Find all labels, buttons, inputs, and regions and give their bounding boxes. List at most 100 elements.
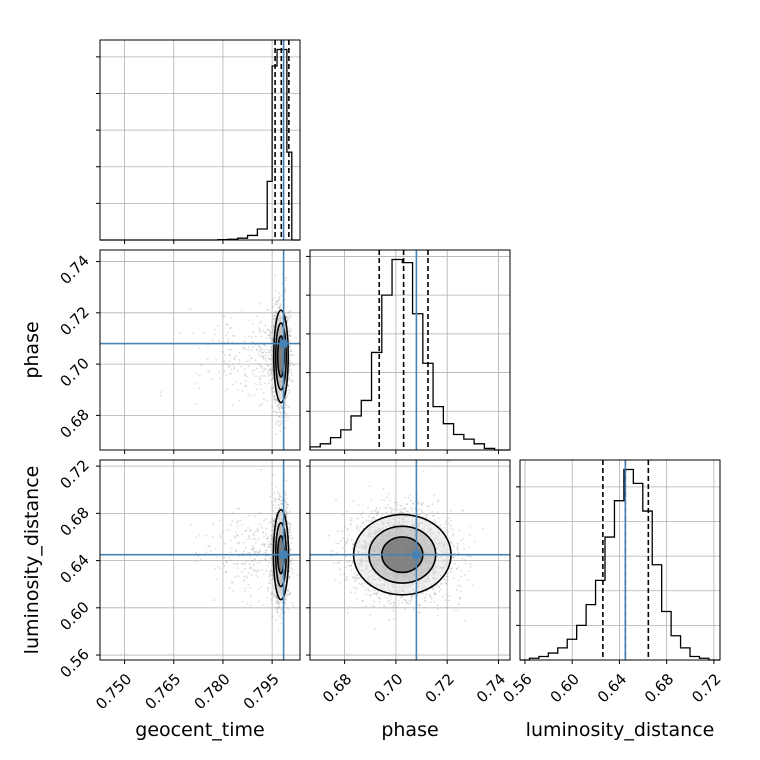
sample-point	[290, 329, 292, 331]
sample-point	[400, 596, 403, 599]
sample-point	[236, 567, 239, 570]
sample-point	[270, 372, 273, 375]
sample-point	[289, 567, 292, 570]
sample-point	[268, 329, 270, 331]
sample-point	[249, 394, 252, 397]
sample-point	[288, 377, 290, 380]
sample-point	[218, 534, 221, 537]
sample-point	[271, 535, 273, 538]
sample-point	[271, 592, 274, 595]
sample-point	[268, 369, 271, 371]
panel-geocent_time-vs-luminosity_distance	[99, 459, 301, 661]
sample-point	[287, 608, 290, 610]
sample-point	[264, 367, 267, 370]
sample-point	[288, 331, 291, 334]
sample-point	[277, 606, 280, 608]
sample-point	[270, 569, 273, 572]
sample-point	[273, 519, 276, 522]
sample-point	[252, 548, 255, 551]
sample-point	[270, 368, 273, 371]
sample-point	[265, 533, 268, 536]
sample-point	[263, 519, 265, 522]
sample-point	[268, 561, 271, 564]
sample-point	[288, 531, 291, 534]
sample-point	[444, 530, 447, 533]
sample-point	[251, 370, 254, 372]
sample-point	[419, 603, 421, 606]
sample-point	[277, 600, 280, 603]
sample-point	[290, 371, 293, 374]
sample-point	[253, 568, 255, 571]
sample-point	[292, 364, 295, 367]
sample-point	[244, 530, 247, 532]
sample-point	[292, 604, 295, 607]
sample-point	[243, 346, 245, 349]
sample-point	[271, 616, 273, 618]
sample-point	[280, 503, 283, 506]
sample-point	[275, 399, 278, 401]
sample-point	[265, 348, 268, 351]
sample-point	[221, 532, 224, 535]
sample-point	[237, 534, 240, 537]
sample-point	[288, 406, 290, 409]
sample-point	[275, 312, 278, 315]
sample-point	[258, 350, 261, 353]
sample-point	[266, 308, 269, 311]
sample-point	[266, 308, 269, 311]
sample-point	[273, 391, 275, 393]
sample-point	[281, 502, 284, 505]
sample-point	[256, 383, 259, 386]
sample-point	[266, 537, 269, 540]
sample-point	[288, 379, 291, 382]
sample-point	[274, 410, 276, 413]
panel-frame	[309, 249, 511, 451]
sample-point	[269, 557, 271, 560]
sample-point	[266, 399, 268, 402]
sample-point	[269, 543, 272, 546]
sample-point	[270, 338, 273, 341]
sample-point	[224, 389, 227, 392]
sample-point	[262, 398, 265, 401]
sample-point	[251, 547, 253, 550]
sample-point	[284, 426, 287, 429]
sample-point	[271, 529, 273, 532]
sample-point	[219, 536, 222, 539]
sample-point	[265, 538, 268, 540]
sample-point	[286, 320, 289, 323]
sample-point	[289, 311, 292, 313]
sample-point	[268, 571, 271, 574]
sample-point	[256, 570, 259, 573]
sample-point	[274, 317, 276, 320]
sample-point	[271, 391, 274, 394]
sample-point	[289, 360, 292, 362]
sample-point	[290, 362, 293, 364]
sample-point	[253, 369, 256, 372]
sample-point	[279, 416, 282, 419]
histogram-steps	[520, 468, 720, 661]
sample-point	[285, 315, 288, 318]
sample-point	[266, 328, 269, 331]
sample-point	[248, 365, 251, 368]
sample-point	[179, 332, 181, 334]
sample-point	[271, 536, 274, 539]
sample-point	[278, 615, 281, 618]
sample-point	[242, 563, 245, 566]
sample-point	[259, 330, 261, 333]
sample-point	[226, 331, 229, 334]
sample-point	[431, 511, 434, 513]
sample-point	[284, 298, 287, 301]
truth-marker	[279, 550, 288, 559]
sample-point	[198, 347, 201, 350]
sample-point	[247, 526, 250, 529]
sample-point	[259, 349, 262, 352]
sample-point	[275, 507, 278, 510]
sample-point	[443, 579, 446, 582]
sample-point	[271, 358, 273, 360]
sample-point	[230, 581, 233, 584]
sample-point	[244, 385, 247, 388]
sample-point	[271, 319, 274, 321]
sample-point	[224, 362, 227, 365]
sample-point	[268, 581, 271, 584]
sample-point	[289, 346, 292, 349]
sample-point	[286, 513, 289, 516]
